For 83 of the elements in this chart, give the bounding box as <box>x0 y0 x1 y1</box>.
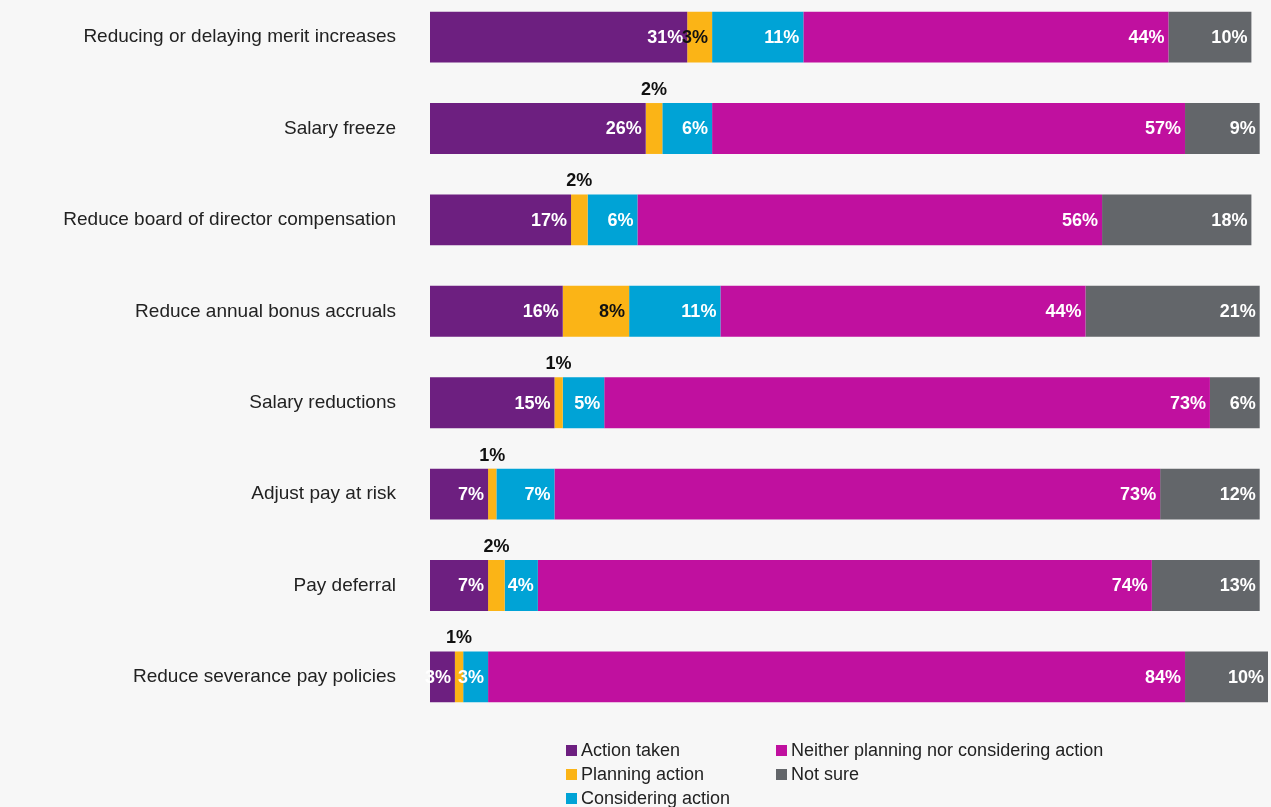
bar <box>1160 468 1260 520</box>
bar <box>712 103 1186 154</box>
data-label: 9% <box>1229 118 1256 139</box>
data-label: 31% <box>647 27 684 48</box>
bar <box>1085 285 1260 337</box>
bar <box>1151 560 1260 611</box>
data-label: 2% <box>641 79 668 100</box>
y-tick-label: Reduce annual bonus accruals <box>135 299 396 321</box>
bar <box>430 194 572 246</box>
bar <box>537 560 1152 611</box>
bar <box>629 285 721 337</box>
bar <box>803 11 1169 63</box>
bar <box>488 651 1186 703</box>
bar <box>430 468 489 520</box>
legend-label: Action taken <box>581 739 681 761</box>
legend-label: Considering action <box>581 787 731 807</box>
data-label: 84% <box>1145 666 1182 687</box>
data-label: 56% <box>1062 209 1099 230</box>
bar <box>1185 651 1268 703</box>
data-label: 73% <box>1169 392 1206 413</box>
bar <box>430 377 555 429</box>
data-label: 44% <box>1045 301 1082 322</box>
data-label: 7% <box>458 484 485 505</box>
bar <box>637 194 1103 246</box>
data-label: 16% <box>522 301 559 322</box>
bar <box>662 103 713 154</box>
data-label: 6% <box>682 118 709 139</box>
data-label: 12% <box>1219 484 1256 505</box>
data-label: 2% <box>566 170 593 191</box>
bar <box>1209 377 1260 429</box>
bar <box>488 468 497 520</box>
legend-label: Neither planning nor considering action <box>791 739 1104 761</box>
data-label: 18% <box>1211 209 1248 230</box>
data-label: 6% <box>1229 392 1256 413</box>
data-label: 44% <box>1128 27 1165 48</box>
bar <box>712 11 804 63</box>
bar <box>430 103 646 154</box>
data-label: 4% <box>507 575 534 596</box>
bar <box>430 285 563 337</box>
bar <box>645 103 663 154</box>
data-label: 5% <box>574 392 601 413</box>
data-label: 6% <box>607 209 634 230</box>
data-label: 1% <box>446 627 473 648</box>
bar <box>604 377 1210 429</box>
data-label: 17% <box>531 209 568 230</box>
bar <box>571 194 588 246</box>
bar <box>1185 103 1260 154</box>
data-label: 74% <box>1111 575 1148 596</box>
data-label: 11% <box>764 27 800 48</box>
y-tick-label: Pay deferral <box>293 573 396 595</box>
data-label: 13% <box>1219 575 1256 596</box>
data-label: 1% <box>479 444 506 465</box>
data-label: 73% <box>1120 484 1157 505</box>
y-tick-label: Salary freeze <box>284 116 396 138</box>
data-label: 10% <box>1227 666 1264 687</box>
y-tick-label: Adjust pay at risk <box>251 482 397 504</box>
bar <box>1168 11 1252 63</box>
bar <box>554 377 563 429</box>
data-label: 26% <box>605 118 642 139</box>
bar <box>1102 194 1252 246</box>
y-tick-label: Reduce severance pay policies <box>133 665 396 687</box>
bar <box>587 194 638 246</box>
data-label: 1% <box>545 353 572 374</box>
y-tick-label: Reducing or delaying merit increases <box>83 25 396 47</box>
y-tick-label: Salary reductions <box>249 390 396 412</box>
data-label: 2% <box>483 536 510 557</box>
bar <box>720 285 1086 337</box>
data-label: 11% <box>681 301 717 322</box>
data-label: 7% <box>524 484 551 505</box>
data-label: 10% <box>1211 27 1248 48</box>
legend-label: Planning action <box>581 763 705 785</box>
bar <box>562 285 630 337</box>
data-label: 7% <box>458 575 485 596</box>
data-label: 8% <box>599 301 626 322</box>
bar <box>488 560 505 611</box>
bar <box>496 468 555 520</box>
bar <box>554 468 1161 520</box>
legend-label: Not sure <box>791 763 860 785</box>
data-label: 15% <box>514 392 551 413</box>
bar <box>430 560 489 611</box>
data-label: 21% <box>1219 301 1256 322</box>
y-tick-label: Reduce board of director compensation <box>63 208 396 230</box>
data-label: 57% <box>1145 118 1182 139</box>
